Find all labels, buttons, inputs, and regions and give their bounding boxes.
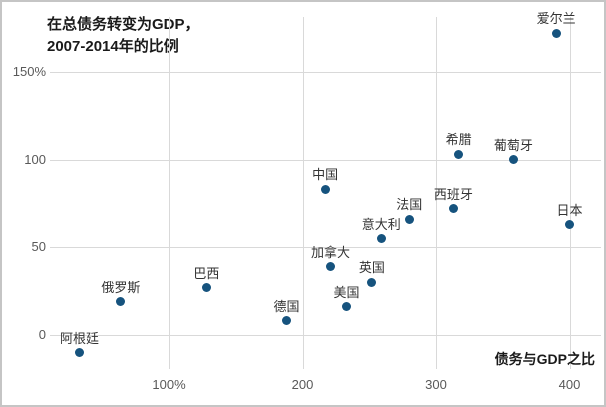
gridline-horizontal [50,72,601,73]
data-point [116,297,126,307]
chart-title: 在总债务转变为GDP， 2007-2014年的比例 [47,14,200,58]
data-point-label: 德国 [273,298,300,314]
data-point-label: 巴西 [193,265,220,281]
data-point-label: 英国 [358,260,385,276]
data-point-label: 意大利 [361,216,401,232]
data-point [508,155,518,165]
x-axis-tick-label: 400 [558,377,581,392]
y-axis-tick-label: 0 [38,327,46,342]
y-axis-tick-label: 50 [31,239,46,255]
data-point [281,316,291,326]
data-point-label: 希腊 [445,132,472,148]
data-point [551,28,561,38]
data-point [448,204,458,214]
gridline-vertical [436,17,437,369]
data-point [342,302,352,312]
gridline-vertical [302,17,304,369]
data-point-label: 中国 [312,167,339,183]
data-point [454,149,464,159]
data-point-label: 阿根廷 [60,330,100,346]
data-point [376,234,386,244]
y-axis-tick-label: 100 [24,151,46,167]
data-point [326,262,336,272]
gridline-horizontal [50,247,601,249]
data-point-label: 爱尔兰 [536,11,576,27]
data-point-label: 日本 [556,202,583,218]
chart-title-line2: 2007-2014年的比例 [47,38,179,55]
gridline-horizontal [50,159,601,161]
gridline-vertical [169,17,170,369]
data-point [320,184,330,194]
data-point [201,283,211,293]
data-point-label: 西班牙 [433,186,473,202]
x-axis-tick-label: 300 [425,377,447,392]
y-axis-tick-label: 150% [12,64,46,79]
data-point [75,348,85,358]
x-axis-tick-label: 100% [152,377,186,392]
data-point-label: 俄罗斯 [101,279,141,295]
data-point-label: 法国 [396,197,423,213]
gridline-vertical [569,17,571,369]
gridline-horizontal [50,335,601,336]
data-point [404,214,414,224]
chart-title-line1: 在总债务转变为GDP， [47,16,200,33]
x-axis-tick-label: 200 [291,377,314,392]
data-point-label: 加拿大 [311,244,351,260]
x-axis-title: 债务与GDP之比 [494,351,595,367]
data-point-label: 葡萄牙 [493,137,533,153]
data-point [565,220,574,230]
data-point-label: 美国 [333,284,360,300]
data-point [367,277,377,287]
